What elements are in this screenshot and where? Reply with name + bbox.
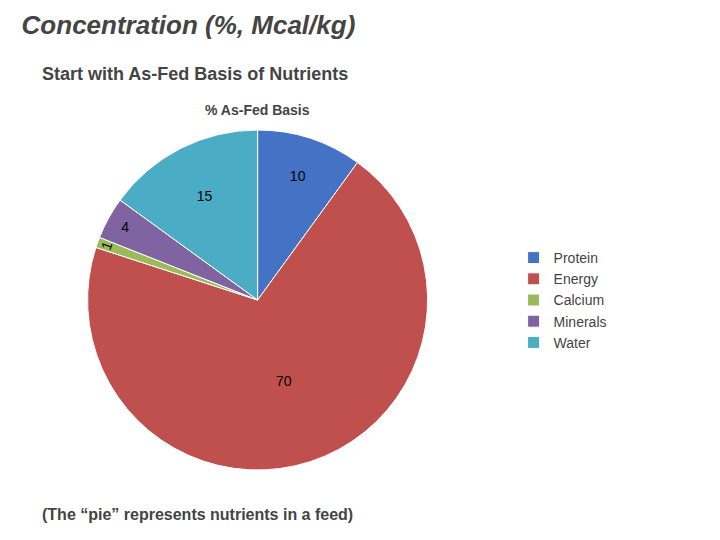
- svg-text:Start with As-Fed Basis of Nut: Start with As-Fed Basis of Nutrients: [42, 64, 348, 84]
- svg-text:(The “pie” represents nutrient: (The “pie” represents nutrients in a fee…: [42, 506, 353, 523]
- svg-text:% As-Fed Basis: % As-Fed Basis: [205, 102, 310, 118]
- svg-text:Minerals: Minerals: [554, 314, 607, 330]
- svg-text:Protein: Protein: [554, 250, 598, 266]
- svg-text:Water: Water: [554, 335, 591, 351]
- svg-text:Concentration (%, Mcal/kg): Concentration (%, Mcal/kg): [22, 10, 356, 40]
- svg-text:10: 10: [290, 168, 306, 184]
- svg-text:70: 70: [276, 373, 292, 389]
- svg-text:1: 1: [97, 239, 116, 253]
- svg-text:4: 4: [121, 219, 129, 235]
- svg-text:15: 15: [197, 188, 213, 204]
- svg-text:Energy: Energy: [554, 271, 598, 287]
- svg-text:Calcium: Calcium: [554, 292, 605, 308]
